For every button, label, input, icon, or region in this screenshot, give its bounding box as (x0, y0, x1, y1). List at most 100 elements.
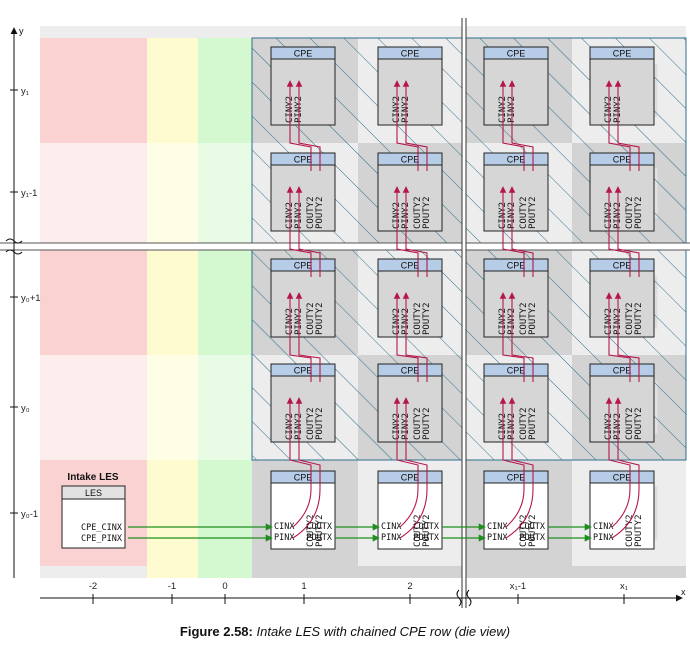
tile-bottom-3 (572, 566, 686, 578)
column-0-light-3 (198, 355, 252, 460)
carry-route-vertical (508, 397, 534, 489)
carry-route-vertical (614, 397, 640, 489)
cpe-port-label: COUTY2 (625, 514, 635, 547)
horizontal-break-gap (0, 243, 690, 250)
carry-route-vertical (295, 397, 321, 489)
y-tick-label: y₀ (21, 403, 30, 414)
cpe-port-label: POUTY2 (634, 196, 644, 229)
les-port-cinx: CPE_CINX (81, 523, 123, 533)
carry-route-vertical (499, 186, 525, 277)
cpe-xport-label: CINX (593, 522, 614, 532)
carry-route-vertical (393, 397, 419, 489)
cpe-xport-label: COUTX (413, 522, 439, 532)
carry-route-vertical (393, 80, 419, 171)
cpe-header (589, 470, 655, 484)
cpe-header (483, 470, 549, 484)
cpe-port-label: COUTY2 (519, 407, 529, 440)
y-tick-label: y₀-1 (21, 509, 38, 520)
carry-route-vertical (402, 186, 428, 277)
column-m1 (147, 38, 198, 578)
cpe-port-label: COUTY2 (306, 302, 316, 335)
cpe-title: CPE (613, 155, 632, 165)
cpe-port-label: POUTY2 (315, 514, 325, 547)
cpe-header (377, 258, 443, 272)
cpe-title: CPE (401, 155, 420, 165)
cpe-port-label: POUTY2 (528, 196, 538, 229)
cpe-header (589, 363, 655, 377)
carry-route-vertical (508, 186, 534, 277)
cpe-port-label: COUTY2 (413, 302, 423, 335)
cpe-xport-label: POUTX (413, 533, 439, 543)
cpe-title: CPE (507, 473, 526, 483)
figure-caption: Figure 2.58: Intake LES with chained CPE… (0, 624, 690, 639)
x-tick-label: -2 (89, 581, 97, 592)
x-tick-label: -1 (168, 581, 176, 592)
tile-bottom-0 (252, 566, 358, 578)
cpe-title: CPE (294, 49, 313, 59)
x-axis-break-icon (456, 589, 472, 607)
carry-route-internal (505, 488, 525, 528)
cpe-title: CPE (401, 49, 420, 59)
carry-route-internal (399, 488, 419, 528)
cpe-header (483, 152, 549, 166)
cpe-port-label: POUTY2 (422, 196, 432, 229)
cpe-xport-label: PINX (381, 533, 402, 543)
cpe-xport-label: PINX (593, 533, 614, 543)
cpe-port-label: POUTY2 (315, 407, 325, 440)
cpe-title: CPE (294, 261, 313, 271)
cpe-title: CPE (401, 366, 420, 376)
y-axis-break-icon (5, 238, 23, 255)
column-m2-margin (40, 566, 147, 578)
carry-route-vertical (605, 292, 631, 382)
cpe-xport-label: COUTX (519, 522, 545, 532)
column-m1-light-1 (147, 143, 198, 243)
cpe-port-label: COUTY2 (413, 514, 423, 547)
column-m2-row-1 (40, 143, 147, 243)
cpe-body (589, 152, 655, 232)
cpe-title: CPE (507, 261, 526, 271)
cpe-body (377, 470, 443, 550)
cpe-body (377, 363, 443, 443)
carry-route-internal (292, 488, 312, 528)
carry-route-internal (611, 488, 640, 539)
carry-route-internal (292, 488, 321, 539)
cpe-port-label: COUTY2 (519, 302, 529, 335)
carry-route-vertical (402, 292, 428, 382)
cpe-title: CPE (613, 49, 632, 59)
cpe-xport-label: POUTX (306, 533, 332, 543)
y-tick-label: y₁-1 (21, 188, 37, 199)
column-m1-light-3 (147, 355, 198, 460)
figure-text: Intake LES with chained CPE row (die vie… (256, 624, 511, 639)
carry-route-vertical (614, 186, 640, 277)
figure-label: Figure 2.58: (179, 624, 253, 639)
carry-route-vertical (614, 80, 640, 171)
cpe-title: CPE (294, 366, 313, 376)
carry-route-vertical (605, 80, 631, 171)
cpe-port-label: COUTY2 (413, 407, 423, 440)
cpe-xport-label: PINX (274, 533, 295, 543)
axes: y x y₁ y₁-1 y₀+1 y₀ y₀-1 -2 -1 0 1 2 x₁-1 x₁ (5, 26, 686, 607)
cpe-port-label: POUTY2 (422, 302, 432, 335)
cpe-body (270, 363, 336, 443)
cpe-port-label: POUTY2 (528, 407, 538, 440)
x-tick-label: 0 (222, 581, 227, 592)
cpe-body (377, 152, 443, 232)
cpe-header (483, 363, 549, 377)
cpe-body (377, 258, 443, 338)
cpe-header (589, 258, 655, 272)
axis-break-lines (0, 18, 690, 608)
cpe-body (377, 46, 443, 126)
carry-route-vertical (605, 397, 631, 489)
cpe-body (483, 363, 549, 443)
